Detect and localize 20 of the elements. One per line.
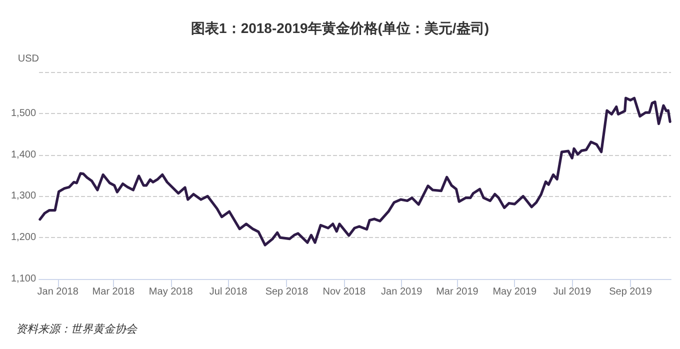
y-tick-label: 1,300 [10,190,36,202]
y-tick-label: 1,100 [10,274,36,284]
x-tick-label: Mar 2018 [92,286,135,298]
x-tick-label: Jul 2018 [209,286,248,298]
x-tick-label: May 2018 [148,286,194,298]
x-tick-label: Nov 2018 [322,286,366,298]
x-tick-label: Mar 2019 [436,286,479,298]
x-tick-label: Jul 2019 [553,286,592,298]
x-tick-label: Jan 2018 [37,286,79,298]
x-tick-label: Sep 2018 [265,286,309,298]
y-tick-label: 1,500 [10,108,36,119]
text: 资料来源：世界黄金协会 [16,322,138,336]
x-tick-label: May 2019 [492,286,538,298]
chart-title: 图表1：2018-2019年黄金价格(单位：美元/盎司) [191,20,489,36]
x-tick-label: Jan 2019 [381,286,423,298]
y-tick-label: 1,400 [10,149,36,160]
y-tick-label: 1,200 [10,232,36,244]
x-tick-label: Sep 2019 [609,286,652,298]
y-axis-title: USD [18,54,40,64]
line-series [38,96,672,246]
